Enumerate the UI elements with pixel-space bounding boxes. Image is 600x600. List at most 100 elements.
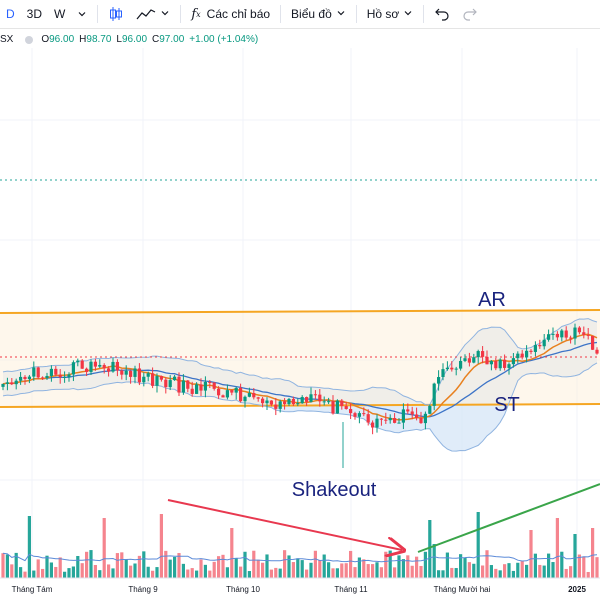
- volume-bar: [507, 563, 511, 578]
- volume-bar: [357, 557, 361, 578]
- range-support-line: [0, 403, 600, 408]
- candle-body: [503, 359, 507, 368]
- volume-bar: [203, 564, 207, 578]
- volume-bar: [129, 565, 133, 578]
- volume-bar: [331, 568, 335, 578]
- candle-body: [80, 360, 84, 369]
- candle-body: [529, 350, 533, 352]
- volume-bar: [137, 555, 141, 578]
- volume-bar: [115, 553, 119, 578]
- candle-body: [362, 413, 366, 415]
- volume-bar: [388, 550, 392, 578]
- volume-bar: [551, 562, 555, 578]
- volume-bar: [159, 514, 163, 578]
- indicators-button[interactable]: f x Các chỉ báo: [185, 0, 276, 28]
- candle-body: [591, 335, 595, 350]
- candle-body: [538, 345, 542, 347]
- volume-bar: [305, 569, 309, 578]
- candle-body: [27, 376, 31, 380]
- st-annotation: ST: [494, 394, 520, 416]
- volume-bar: [274, 567, 278, 578]
- candle-body: [265, 400, 269, 404]
- chevron-down-icon: [160, 8, 170, 20]
- volume-bar: [89, 550, 93, 578]
- x-tick-label: Tháng Tám: [12, 585, 53, 594]
- chart-type-label: Biểu đồ: [291, 7, 332, 21]
- candle-body: [85, 368, 89, 372]
- volume-bar: [265, 554, 269, 578]
- volume-bar: [252, 550, 256, 578]
- candle-body: [287, 398, 291, 405]
- candle-body: [58, 374, 62, 378]
- toolbar-divider: [355, 5, 357, 23]
- candle-body: [63, 376, 67, 378]
- candle-body: [428, 405, 432, 414]
- candle-body: [278, 401, 282, 409]
- candles-button[interactable]: [102, 0, 130, 28]
- candle-body: [1, 383, 5, 387]
- volume-bar: [168, 559, 172, 578]
- line-chart-button[interactable]: [130, 0, 176, 28]
- candle-body: [102, 364, 106, 369]
- volume-bar: [186, 569, 190, 578]
- ohlc-legend: SX O 96.00 H 98.70 L 96.00 C 97.00 +1.00 (+1…: [0, 34, 263, 45]
- interval-w-button[interactable]: W: [48, 0, 71, 28]
- symbol-label[interactable]: SX: [0, 34, 14, 45]
- candle-body: [423, 413, 427, 424]
- candle-body: [384, 419, 388, 421]
- interval-menu-button[interactable]: [71, 0, 93, 28]
- toolbar-divider: [180, 5, 182, 23]
- volume-bar: [322, 554, 326, 578]
- toolbar-divider: [423, 5, 425, 23]
- candle-body: [555, 333, 559, 338]
- range-resistance-line: [0, 309, 600, 314]
- volume-bar: [85, 551, 89, 578]
- volume-bar: [529, 530, 533, 578]
- volume-bar: [419, 565, 423, 578]
- volume-bar: [406, 555, 410, 578]
- volume-bar: [230, 528, 234, 578]
- candle-body: [261, 398, 265, 404]
- volume-bar: [1, 553, 5, 578]
- toolbar-divider: [280, 5, 282, 23]
- candle-body: [111, 361, 115, 372]
- volume-bar: [195, 570, 199, 578]
- toolbar-divider: [97, 5, 99, 23]
- bollinger-basis-line: [2, 341, 598, 418]
- candle-body: [14, 380, 18, 385]
- volume-bar: [291, 562, 295, 578]
- volume-bar: [463, 557, 467, 578]
- volume-bar: [10, 564, 14, 578]
- ar-annotation: AR: [478, 289, 506, 311]
- interval-3d-button[interactable]: 3D: [21, 0, 48, 28]
- volume-bar: [401, 559, 405, 578]
- redo-button[interactable]: [456, 0, 484, 28]
- candle-body: [256, 397, 260, 399]
- candle-body: [195, 384, 199, 394]
- undo-button[interactable]: [428, 0, 456, 28]
- volume-bar: [379, 567, 383, 578]
- candle-body: [459, 360, 463, 369]
- candle-body: [133, 368, 137, 377]
- chart-type-menu-button[interactable]: Biểu đồ: [285, 0, 352, 28]
- candle-body: [441, 369, 445, 378]
- volume-bar: [41, 568, 45, 578]
- volume-bar: [542, 565, 546, 578]
- profile-menu-button[interactable]: Hồ sơ: [361, 0, 420, 28]
- volume-bar: [467, 562, 471, 578]
- candle-body: [516, 353, 520, 359]
- volume-bar: [146, 566, 150, 578]
- volume-ma-line: [2, 552, 598, 563]
- interval-d-button[interactable]: D: [0, 0, 21, 28]
- volume-bar: [582, 556, 586, 578]
- volume-bar: [547, 553, 551, 578]
- candle-body: [454, 368, 458, 370]
- volume-bar: [476, 512, 480, 578]
- candle-body: [199, 384, 203, 391]
- candle-body: [357, 413, 361, 417]
- candle-body: [397, 422, 401, 424]
- volume-bar: [120, 552, 124, 578]
- candle-body: [498, 359, 502, 369]
